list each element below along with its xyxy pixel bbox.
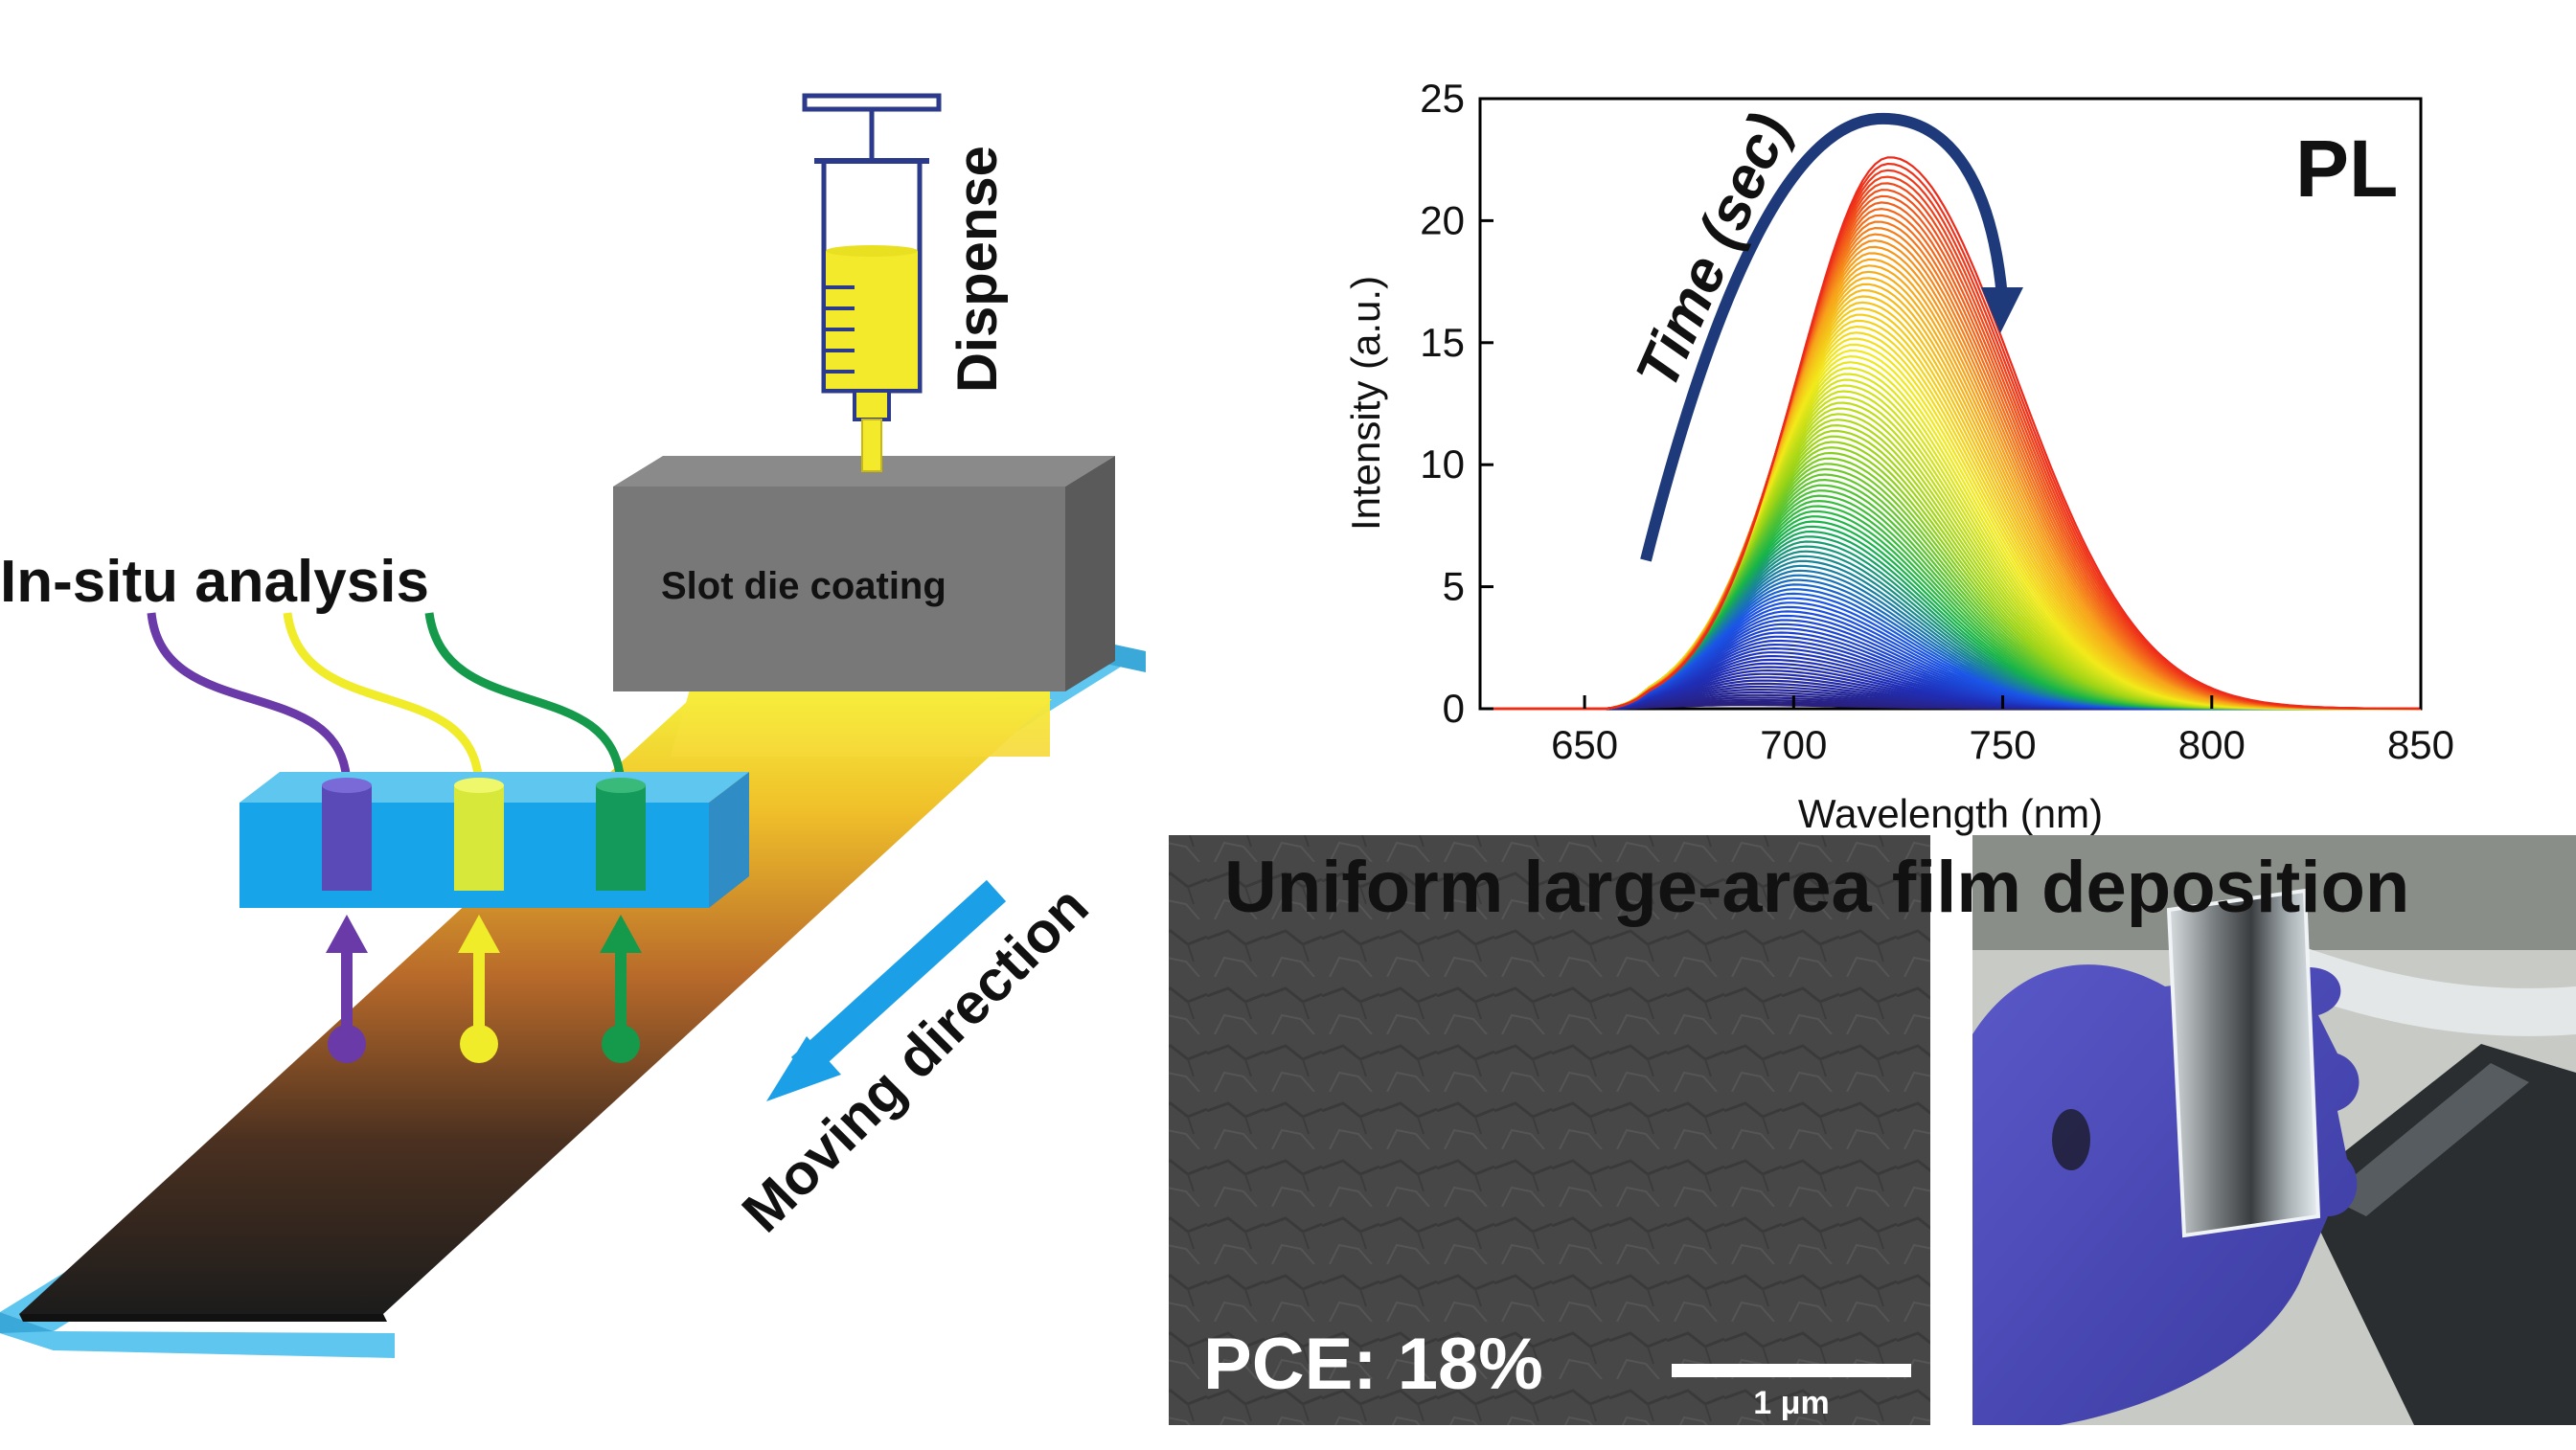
pl-chart: 0 5 10 15 20 25 650 700 750 800 850 Wavelength (n… [1343,76,2454,836]
pl-curves [1480,156,2422,711]
moving-direction-arrow [766,879,1007,1101]
x-axis-label: Wavelength (nm) [1798,791,2103,836]
scale-bar [1672,1364,1911,1377]
slot-die-schematic: Slot die coating Dispense In-situ analys… [0,93,1146,1358]
scale-bar-label: 1 μm [1753,1385,1829,1421]
probe-cable-purple [147,612,352,786]
substrate-front-edge [0,1331,395,1358]
bottom-panels: PCE: 18% 1 μm Uniform large-area film de… [1169,835,2576,1425]
beam-arrow-yellow [458,915,500,1063]
film-photo [1972,835,2576,1425]
syringe-icon [802,93,942,472]
x-tick-label: 850 [2387,722,2454,767]
x-tick-label: 800 [2178,722,2245,767]
film-edge [19,1314,387,1322]
y-tick-label: 10 [1420,442,1465,487]
slot-die-side [1065,456,1115,691]
pl-series-line [1480,156,2421,711]
pce-label: PCE: 18% [1203,1324,1543,1405]
x-axis-ticks: 650 700 750 800 850 [1551,695,2454,767]
probe-green [596,778,646,891]
probe-purple [322,778,372,891]
x-tick-label: 700 [1760,722,1827,767]
y-axis-label: Intensity (a.u.) [1343,276,1388,531]
y-axis-ticks: 0 5 10 15 20 25 [1420,76,1493,731]
slot-die-label: Slot die coating [661,565,946,607]
slot-die-front [613,487,1065,691]
dispense-label: Dispense [946,146,1009,393]
y-tick-label: 15 [1420,320,1465,365]
panel-label: PL [2295,124,2398,214]
sem-image [1169,835,1930,1425]
probe-cable-green [424,612,626,786]
y-tick-label: 0 [1443,686,1465,731]
x-tick-label: 750 [1970,722,2037,767]
probe-yellow [454,778,504,891]
in-situ-label: In-situ analysis [0,549,429,615]
coated-glass-substrate [2166,888,2321,1238]
time-arrow [1640,112,2023,562]
bottom-title: Uniform large-area film deposition [1224,847,2409,928]
y-tick-label: 25 [1420,76,1465,121]
y-tick-label: 5 [1443,564,1465,609]
time-annotation: Time (sec) [1624,103,1803,397]
probe-holder-side [709,772,749,908]
beam-arrow-green [600,915,642,1063]
film-strip [19,699,1052,1314]
second-film-sample [2299,1044,2576,1425]
beam-arrow-purple [326,915,368,1063]
probe-cable-yellow [283,612,484,786]
y-tick-label: 20 [1420,197,1465,242]
x-tick-label: 650 [1551,722,1618,767]
ink-curtain [671,690,1050,757]
